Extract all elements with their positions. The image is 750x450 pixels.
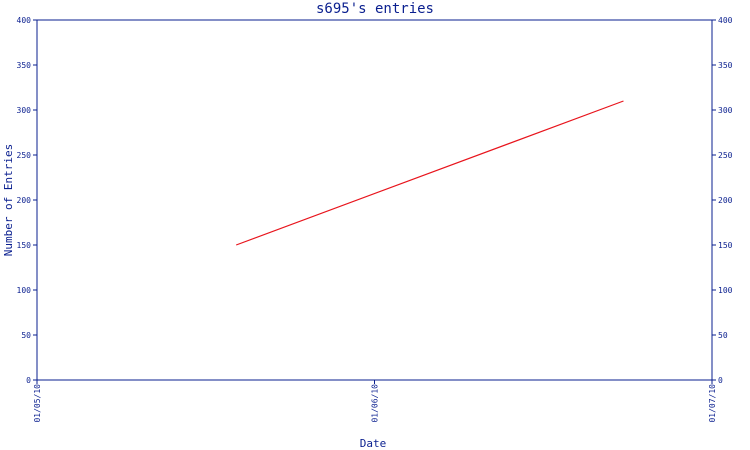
y-tick-label-left: 200 [17,196,32,205]
y-tick-label-left: 250 [17,151,32,160]
x-tick-label: 01/05/10 [33,384,42,423]
y-axis-label: Number of Entries [2,144,15,257]
y-tick-label-right: 100 [718,286,733,295]
y-tick-label-left: 350 [17,61,32,70]
series-layer [235,100,624,246]
x-axis-label: Date [360,437,387,450]
y-tick-label-right: 300 [718,106,733,115]
y-tick-label-left: 150 [17,241,32,250]
y-tick-label-left: 400 [17,16,32,25]
y-tick-label-right: 400 [718,16,733,25]
axes [36,19,713,381]
y-tick-label-right: 200 [718,196,733,205]
y-tick-label-left: 0 [26,376,31,385]
y-tick-label-left: 50 [21,331,31,340]
y-tick-label-right: 50 [718,331,728,340]
x-tick-label: 01/07/10 [708,384,717,423]
ticks: 0 0 50 50 100 100 150 150 200 200 250 250 300 300 350 3… [17,16,733,423]
y-tick-label-right: 0 [718,376,723,385]
y-tick-label-right: 350 [718,61,733,70]
y-tick-label-right: 150 [718,241,733,250]
plot-frame [36,19,713,381]
y-tick-label-left: 100 [17,286,32,295]
series-line-1 [235,100,624,246]
chart-title: s695's entries [316,1,434,17]
x-tick-label: 01/06/10 [371,384,380,423]
y-tick-label-right: 250 [718,151,733,160]
y-tick-label-left: 300 [17,106,32,115]
